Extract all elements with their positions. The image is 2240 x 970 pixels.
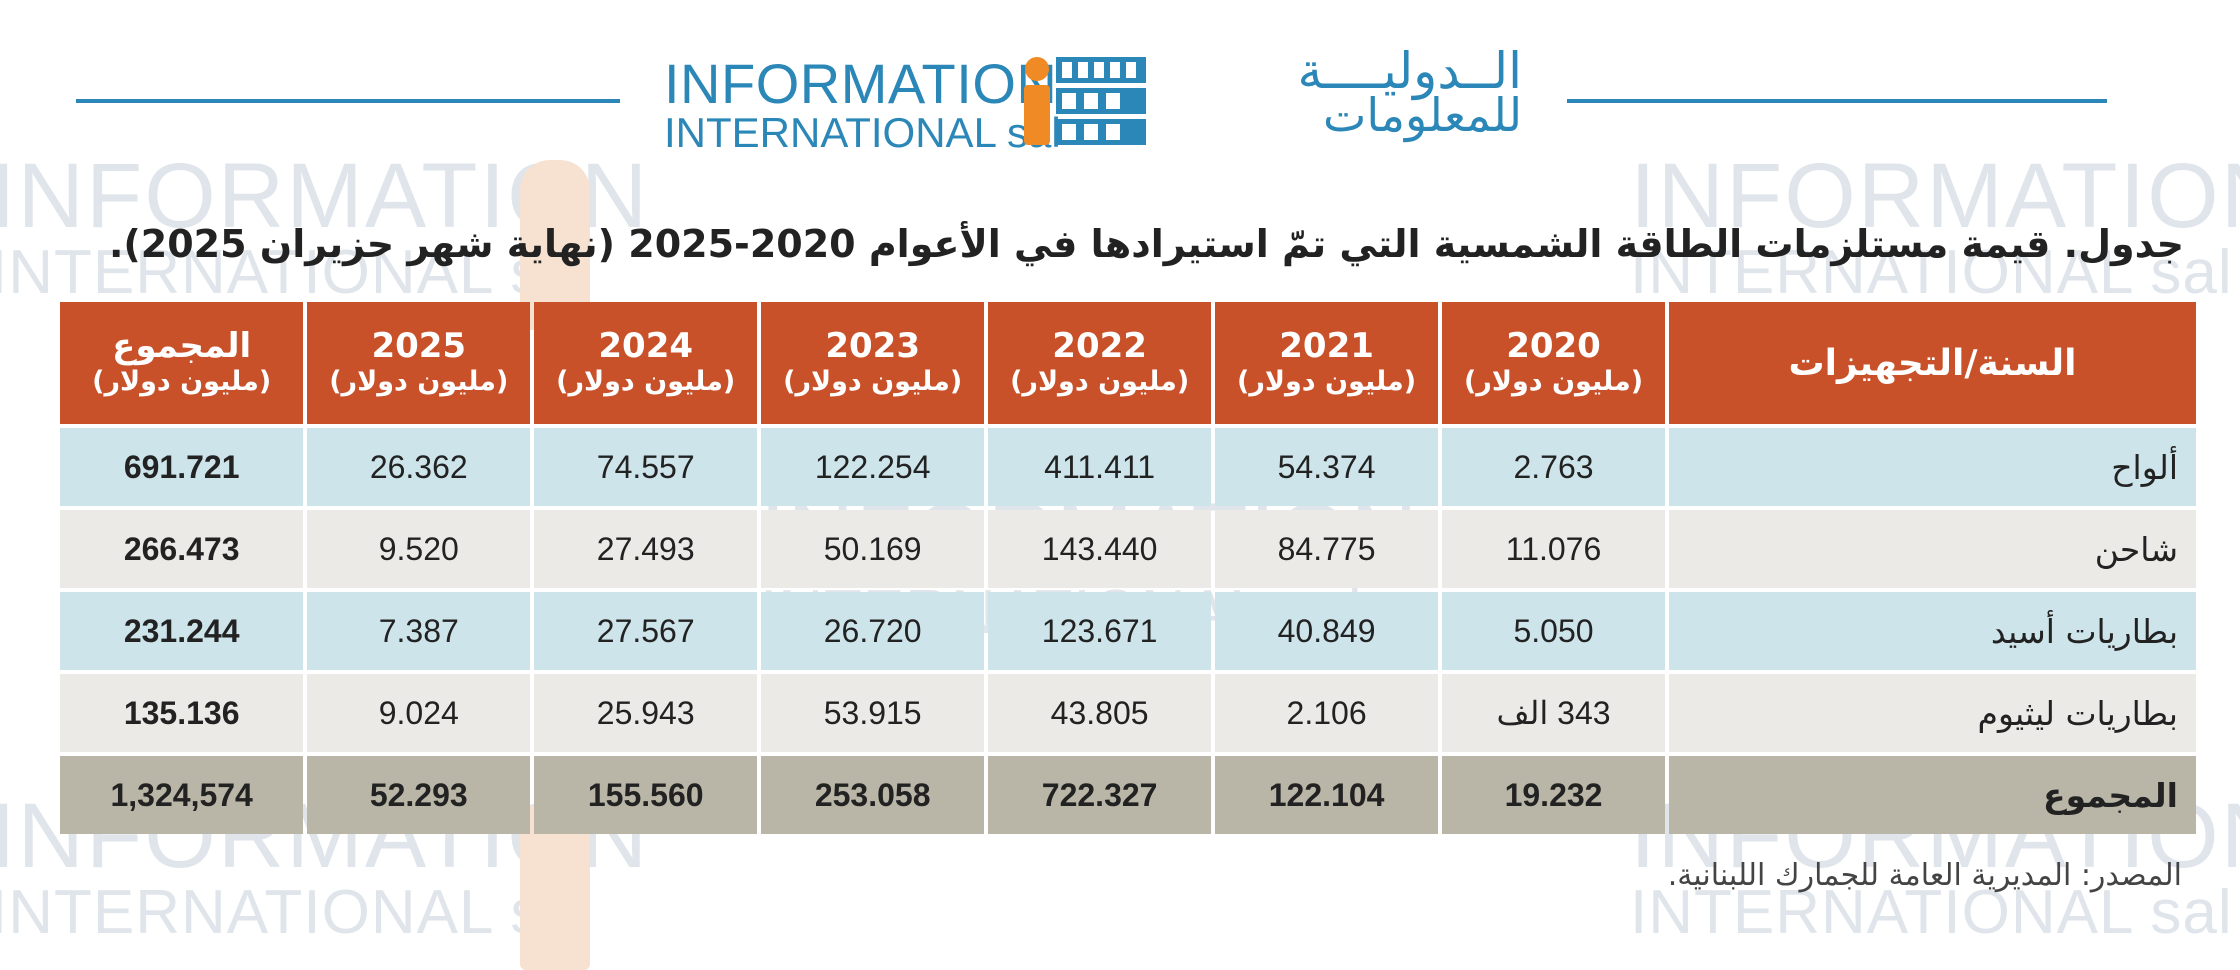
row-total-cell: 266.473 [60, 510, 304, 588]
header-unit: (مليون دولار) [92, 366, 272, 398]
table-cell: 52.293 [307, 756, 531, 834]
header-corner-cell: السنة/التجهيزات [1669, 302, 2196, 424]
table-cell: 40.849 [1215, 592, 1439, 670]
table-cell: 2.763 [1442, 428, 1665, 506]
header-unit: (مليون دولار) [1237, 366, 1417, 398]
table-cell: 26.720 [761, 592, 985, 670]
row-label: شاحن [1669, 510, 2196, 588]
table-cell: 53.915 [761, 674, 985, 752]
row-label: المجموع [1669, 756, 2196, 834]
table-cell: 7.387 [307, 592, 531, 670]
brand-name-arabic: الــدوليــــة للمعلومات [1156, 46, 1522, 146]
header-rule-left [76, 99, 620, 103]
table-row-total: المجموع 19.232 122.104 722.327 253.058 1… [56, 756, 2196, 834]
table-cell: 84.775 [1215, 510, 1439, 588]
table-row-charger: شاحن 11.076 84.775 143.440 50.169 27.493… [56, 510, 2196, 588]
header-year: 2024 [598, 326, 694, 367]
watermark-text: INTERNATIONAL sal [0, 878, 593, 947]
table-cell: 19.232 [1442, 756, 1665, 834]
header-unit: (مليون دولار) [1463, 366, 1644, 398]
header-unit: (مليون دولار) [329, 366, 509, 398]
header-cell-2022: 2022 (مليون دولار) [988, 302, 1212, 424]
row-total-cell: 135.136 [60, 674, 304, 752]
table-row-lithium-batteries: بطاريات ليثيوم 343 الف 2.106 43.805 53.9… [56, 674, 2196, 752]
header-year: 2023 [825, 326, 920, 367]
header-unit: (مليون دولار) [1010, 366, 1190, 398]
table-cell: 25.943 [534, 674, 758, 752]
header-unit: (مليون دولار) [556, 366, 736, 398]
header-year: 2022 [1052, 326, 1147, 367]
table-header-row: السنة/التجهيزات 2020 (مليون دولار) 2021 (م… [56, 302, 2196, 424]
table-cell: 26.362 [307, 428, 531, 506]
header-cell-2023: 2023 (مليون دولار) [761, 302, 985, 424]
table-cell: 411.411 [988, 428, 1212, 506]
row-label: بطاريات ليثيوم [1669, 674, 2196, 752]
table-cell: 343 الف [1442, 674, 1665, 752]
table-cell: 5.050 [1442, 592, 1665, 670]
header-year: 2025 [371, 326, 467, 367]
header-cell-2025: 2025 (مليون دولار) [307, 302, 531, 424]
table-cell: 43.805 [988, 674, 1212, 752]
brand-logo-icon [1024, 57, 1146, 145]
table-cell: 9.520 [307, 510, 531, 588]
row-label: بطاريات أسيد [1669, 592, 2196, 670]
brand-line-2: INTERNATIONAL sal [664, 109, 1061, 156]
brand-ar-line-2: للمعلومات [1323, 88, 1522, 142]
header-cell-2024: 2024 (مليون دولار) [534, 302, 758, 424]
brand-name-english: INFORMATION INTERNATIONAL sal [664, 56, 1061, 154]
row-label: ألواح [1669, 428, 2196, 506]
header-cell-2020: 2020 (مليون دولار) [1442, 302, 1665, 424]
table-row-acid-batteries: بطاريات أسيد 5.050 40.849 123.671 26.720… [56, 592, 2196, 670]
table-cell: 2.106 [1215, 674, 1439, 752]
table-cell: 9.024 [307, 674, 531, 752]
data-table: السنة/التجهيزات 2020 (مليون دولار) 2021 (م… [52, 298, 2200, 838]
table-cell: 27.493 [534, 510, 758, 588]
table-cell: 74.557 [534, 428, 758, 506]
table-cell: 122.254 [761, 428, 985, 506]
brand-ar-line-1: الــدوليــــة [1297, 42, 1522, 100]
table-cell: 54.374 [1215, 428, 1439, 506]
source-note: المصدر: المديرية العامة للجمارك اللبناني… [1667, 858, 2182, 893]
header-cell-total: المجموع (مليون دولار) [60, 302, 304, 424]
row-total-cell: 231.244 [60, 592, 304, 670]
header-year: 2021 [1279, 326, 1374, 367]
header-year: 2020 [1506, 326, 1601, 367]
table-cell: 122.104 [1215, 756, 1439, 834]
table-cell: 722.327 [988, 756, 1212, 834]
header-rule-right [1567, 99, 2107, 103]
table-cell: 50.169 [761, 510, 985, 588]
header-year: المجموع [112, 326, 252, 367]
table-cell: 143.440 [988, 510, 1212, 588]
header-unit: (مليون دولار) [783, 366, 963, 398]
table-cell: 123.671 [988, 592, 1212, 670]
brand-line-1: INFORMATION [664, 52, 1058, 115]
row-total-cell: 691.721 [60, 428, 304, 506]
table-row-panels: ألواح 2.763 54.374 411.411 122.254 74.55… [56, 428, 2196, 506]
table-cell: 155.560 [534, 756, 758, 834]
grand-total-cell: 1,324,574 [60, 756, 304, 834]
table-cell: 27.567 [534, 592, 758, 670]
header-cell-2021: 2021 (مليون دولار) [1215, 302, 1439, 424]
table-cell: 11.076 [1442, 510, 1665, 588]
table-cell: 253.058 [761, 756, 985, 834]
page-title: جدول. قيمة مستلزمات الطاقة الشمسية التي … [108, 222, 2184, 266]
